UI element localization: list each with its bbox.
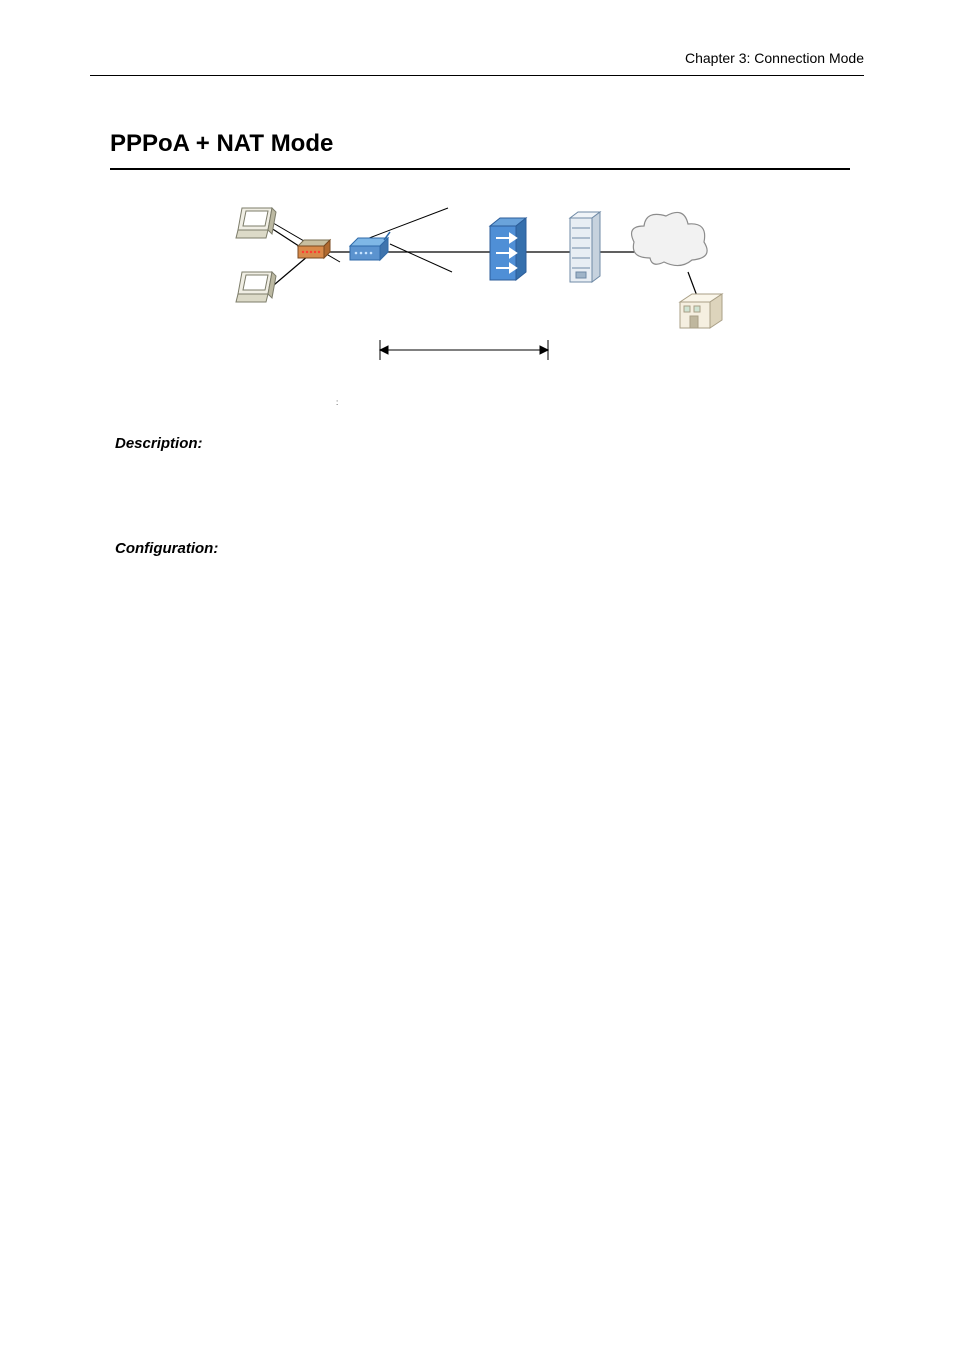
- network-diagram: [200, 200, 760, 400]
- switch-icon: [298, 240, 330, 258]
- cloud-icon: [632, 212, 708, 265]
- span-arrow: [380, 340, 548, 360]
- computer-icon: [236, 208, 276, 238]
- modem-icon: [350, 232, 390, 260]
- header-rule: [90, 75, 864, 76]
- title-rule: [110, 168, 850, 170]
- section-title: PPPoA + NAT Mode: [110, 130, 333, 158]
- description-heading: Description:: [115, 435, 203, 452]
- server-icon: [570, 212, 600, 282]
- building-icon: [680, 294, 722, 328]
- configuration-heading: Configuration:: [115, 540, 218, 557]
- page-header-chapter: Chapter 3: Connection Mode: [685, 50, 864, 66]
- computer-icon: [236, 272, 276, 302]
- colon-glyph: :: [336, 398, 338, 407]
- dslam-icon: [490, 218, 526, 280]
